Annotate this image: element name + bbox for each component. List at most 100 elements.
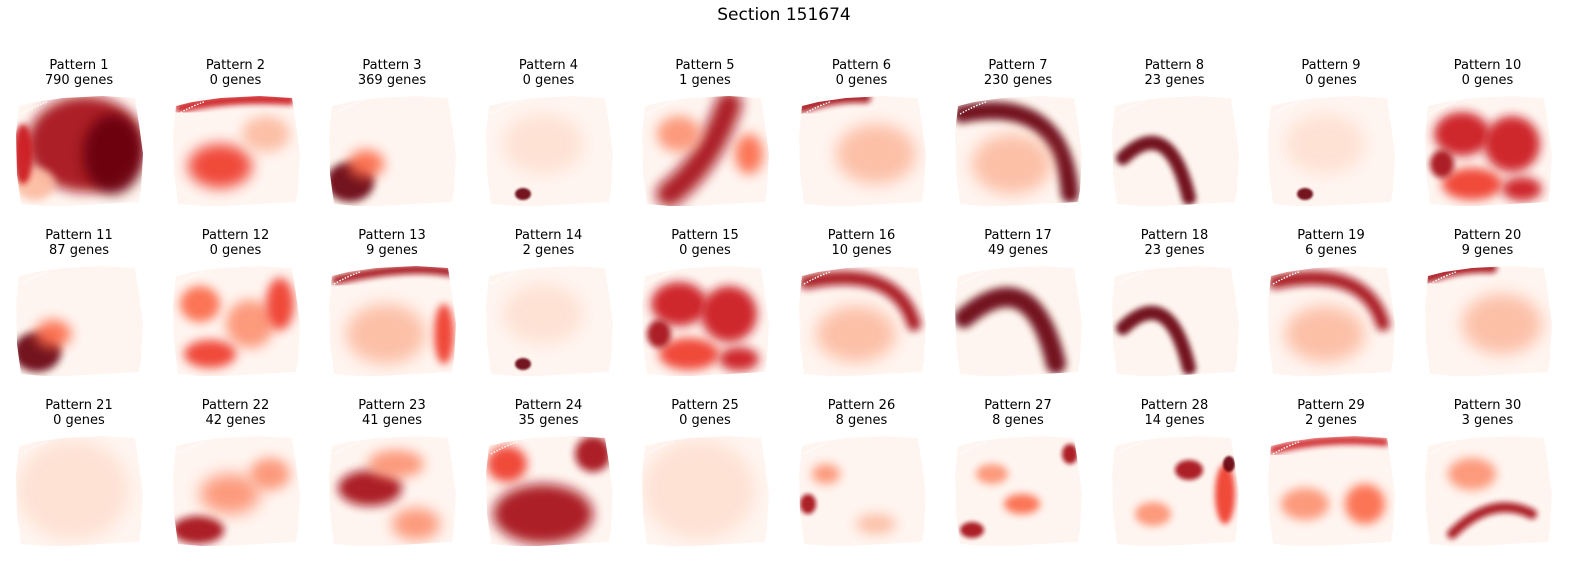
- fiducial-streak: [333, 101, 361, 115]
- panel-pattern-name: Pattern 4: [518, 58, 579, 73]
- fiducial-streak: [646, 101, 674, 115]
- spatial-heatmap: [16, 436, 143, 546]
- expression-region: [502, 114, 583, 174]
- pattern-panel: Pattern 12 0 genes: [170, 228, 302, 394]
- fiducial-streak: [803, 101, 830, 115]
- expression-region: [976, 464, 1008, 484]
- panel-gene-count: 230 genes: [983, 73, 1053, 88]
- pattern-panel: Pattern 19 6 genes: [1265, 228, 1397, 394]
- pattern-panel: Pattern 15 0 genes: [639, 228, 771, 394]
- fiducial-streak: [1116, 441, 1143, 455]
- panel-pattern-name: Pattern 10: [1453, 58, 1522, 73]
- spatial-heatmap: [955, 266, 1082, 376]
- expression-region: [392, 508, 440, 540]
- panel-title: Pattern 29 2 genes: [1255, 398, 1407, 428]
- expression-region: [486, 446, 527, 482]
- expression-region: [1222, 456, 1235, 472]
- panel-pattern-name: Pattern 1: [49, 58, 109, 73]
- spatial-heatmap: [642, 436, 769, 546]
- expression-region: [179, 286, 220, 322]
- panel-gene-count: 8 genes: [992, 413, 1044, 428]
- fiducial-streak: [646, 271, 674, 285]
- expression-region: [1441, 168, 1502, 200]
- fiducial-streak: [959, 101, 987, 115]
- expression-region: [815, 306, 896, 362]
- panel-gene-count: 2 genes: [1305, 413, 1357, 428]
- expression-region: [651, 282, 707, 326]
- panel-gene-count: 3 genes: [1461, 413, 1514, 428]
- expression-region: [16, 124, 33, 184]
- expression-region: [514, 188, 531, 200]
- fiducial-streak: [803, 441, 830, 455]
- pattern-panel: Pattern 29 2 genes: [1265, 398, 1397, 564]
- panel-pattern-name: Pattern 8: [1144, 58, 1205, 73]
- expression-region: [187, 144, 252, 188]
- expression-region: [574, 436, 611, 472]
- fiducial-streak: [1116, 101, 1143, 115]
- fiducial-streak: [1429, 271, 1456, 285]
- pattern-panel: Pattern 1 790 genes: [13, 58, 145, 224]
- expression-region: [83, 114, 143, 194]
- pattern-panel: Pattern 18 23 genes: [1109, 228, 1241, 394]
- panel-pattern-name: Pattern 25: [671, 398, 739, 413]
- expression-region: [647, 320, 671, 348]
- panel-gene-count: 8 genes: [835, 413, 888, 428]
- expression-region: [434, 304, 454, 364]
- expression-region: [1062, 444, 1078, 464]
- expression-region: [183, 340, 236, 368]
- spatial-heatmap: [172, 96, 300, 206]
- panel-gene-count: 41 genes: [362, 413, 422, 428]
- panel-pattern-name: Pattern 9: [1301, 58, 1361, 73]
- expression-region: [1115, 305, 1196, 375]
- spatial-heatmap: [1268, 96, 1395, 206]
- panel-title: Pattern 14 2 genes: [473, 228, 625, 258]
- spatial-heatmap: [485, 96, 613, 206]
- expression-region: [811, 464, 840, 484]
- expression-region: [643, 440, 755, 540]
- panel-pattern-name: Pattern 29: [1297, 398, 1365, 413]
- fiducial-streak: [1429, 441, 1456, 455]
- fiducial-streak: [333, 271, 361, 285]
- panel-title: Pattern 1 790 genes: [3, 58, 155, 88]
- pattern-panel: Pattern 3 369 genes: [326, 58, 458, 224]
- panel-title: Pattern 13 9 genes: [316, 228, 468, 258]
- spatial-heatmap: [642, 96, 769, 206]
- pattern-panel: Pattern 10 0 genes: [1422, 58, 1554, 224]
- panel-pattern-name: Pattern 11: [45, 228, 113, 243]
- expression-region: [1345, 484, 1385, 524]
- panel-gene-count: 6 genes: [1305, 243, 1357, 258]
- expression-region: [955, 287, 1066, 374]
- fiducial-streak: [177, 271, 204, 285]
- spatial-heatmap: [642, 266, 769, 376]
- expression-region: [1285, 306, 1365, 362]
- panel-pattern-name: Pattern 19: [1297, 228, 1365, 243]
- expression-region: [972, 134, 1052, 194]
- pattern-panel: Pattern 22 42 genes: [170, 398, 302, 564]
- panel-title: Pattern 20 9 genes: [1412, 228, 1564, 258]
- fiducial-streak: [1429, 101, 1456, 115]
- spatial-heatmap: [16, 96, 143, 206]
- pattern-panel: Pattern 24 35 genes: [483, 398, 615, 564]
- panel-title: Pattern 18 23 genes: [1099, 228, 1251, 258]
- spatial-heatmap: [16, 266, 143, 376]
- panel-gene-count: 1 genes: [679, 73, 731, 88]
- expression-region: [338, 470, 402, 506]
- expression-region: [1297, 188, 1313, 200]
- expression-region: [1281, 488, 1329, 520]
- fiducial-streak: [490, 441, 517, 455]
- spatial-heatmap: [1111, 266, 1239, 376]
- expression-region: [1214, 464, 1235, 524]
- pattern-panel: Pattern 13 9 genes: [326, 228, 458, 394]
- panel-gene-count: 14 genes: [1144, 413, 1205, 428]
- spatial-heatmap: [1424, 96, 1552, 206]
- panel-pattern-name: Pattern 24: [514, 398, 583, 413]
- fiducial-streak: [1272, 441, 1300, 455]
- expression-region: [1483, 116, 1540, 172]
- panel-title: Pattern 11 87 genes: [3, 228, 155, 258]
